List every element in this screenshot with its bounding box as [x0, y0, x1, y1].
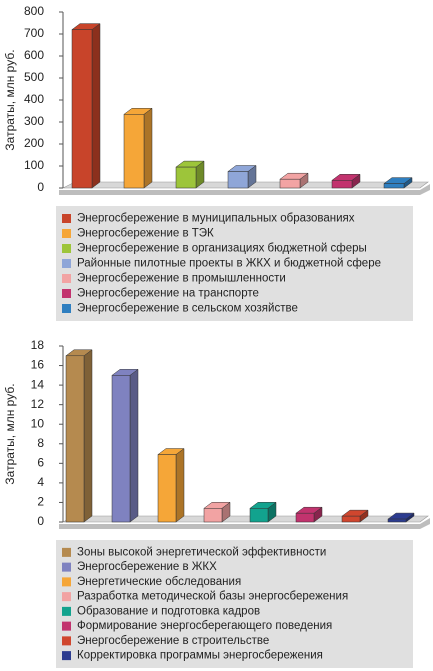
y-tick-label: 100 — [24, 158, 44, 172]
y-tick-label: 200 — [24, 136, 44, 150]
legend-label: Энергосбережение в промышленности — [77, 273, 286, 285]
legend-label: Энергосбережение в муниципальных образов… — [77, 213, 355, 225]
bar-side — [143, 107, 153, 189]
legend-swatch — [62, 259, 71, 268]
bar — [157, 454, 177, 523]
bar — [123, 114, 145, 189]
y-tick-label: 12 — [31, 397, 45, 411]
bar — [295, 512, 315, 523]
y-axis-label: Затраты, млн руб. — [3, 49, 17, 150]
bar — [227, 171, 249, 189]
legend-box — [56, 206, 413, 321]
bar — [387, 518, 407, 523]
legend-swatch — [62, 244, 71, 253]
legend: Энергосбережение в муниципальных образов… — [56, 206, 413, 321]
legend-label: Районные пилотные проекты в ЖКХ и бюджет… — [77, 258, 381, 270]
bar-side — [175, 448, 185, 523]
y-axis-label: Затраты, млн руб. — [3, 383, 17, 484]
legend-label: Энергосбережение в ЖКХ — [77, 561, 217, 573]
legend-label: Формирование энергосберегающего поведени… — [77, 620, 332, 632]
legend-label: Энергетические обследования — [77, 576, 241, 588]
y-tick-label: 4 — [37, 475, 44, 489]
y-tick-label: 500 — [24, 70, 44, 84]
bar-side — [91, 23, 101, 189]
legend-swatch — [62, 621, 71, 631]
legend-swatch — [62, 274, 71, 283]
y-tick-label: 300 — [24, 114, 44, 128]
legend-swatch — [62, 214, 71, 223]
bar-side — [83, 349, 93, 523]
bar — [279, 178, 301, 189]
y-tick-label: 0 — [37, 514, 44, 528]
legend-swatch — [62, 547, 71, 557]
legend-swatch — [62, 651, 71, 661]
legend-label: Энергосбережение в ТЭК — [77, 228, 214, 240]
legend-label: Энергосбережение на транспорте — [77, 288, 259, 300]
legend: Зоны высокой энергетической эффективност… — [56, 540, 413, 668]
floor-front — [59, 184, 430, 195]
bar — [65, 355, 85, 523]
floor-front — [59, 518, 430, 529]
bar — [111, 375, 131, 523]
legend-label: Энергосбережение в организациях бюджетно… — [77, 243, 367, 255]
legend-swatch — [62, 636, 71, 646]
y-tick-label: 16 — [31, 358, 45, 372]
y-tick-label: 8 — [37, 436, 44, 450]
legend-swatch — [62, 562, 71, 572]
bar — [331, 180, 353, 189]
legend-swatch — [62, 592, 71, 602]
y-tick-label: 14 — [31, 377, 45, 391]
y-tick-label: 2 — [37, 495, 44, 509]
y-tick-label: 0 — [37, 180, 44, 194]
y-tick-label: 700 — [24, 26, 44, 40]
legend-swatch — [62, 577, 71, 587]
legend-label: Разработка методической базы энергосбере… — [77, 591, 348, 603]
bar — [203, 508, 223, 523]
y-tick-label: 6 — [37, 456, 44, 470]
bar — [341, 515, 361, 523]
legend-swatch — [62, 289, 71, 298]
legend-label: Зоны высокой энергетической эффективност… — [77, 546, 326, 558]
legend-swatch — [62, 229, 71, 238]
legend-box — [56, 540, 413, 668]
y-tick-label: 600 — [24, 48, 44, 62]
y-tick-label: 18 — [31, 338, 45, 352]
y-tick-label: 10 — [31, 416, 45, 430]
bar — [383, 183, 405, 189]
legend-label: Образование и подготовка кадров — [77, 605, 260, 617]
y-tick-label: 400 — [24, 92, 44, 106]
bar — [175, 166, 197, 189]
legend-swatch — [62, 606, 71, 616]
legend-label: Энергосбережение в сельском хозяйстве — [77, 303, 298, 315]
legend-label: Корректировка программы энергосбережения — [77, 650, 323, 662]
y-tick-label: 800 — [24, 4, 44, 18]
bar — [249, 508, 269, 523]
bar-side — [129, 368, 139, 523]
legend-label: Энергосбережение в строительстве — [77, 635, 269, 647]
bar — [71, 29, 93, 189]
legend-swatch — [62, 304, 71, 313]
